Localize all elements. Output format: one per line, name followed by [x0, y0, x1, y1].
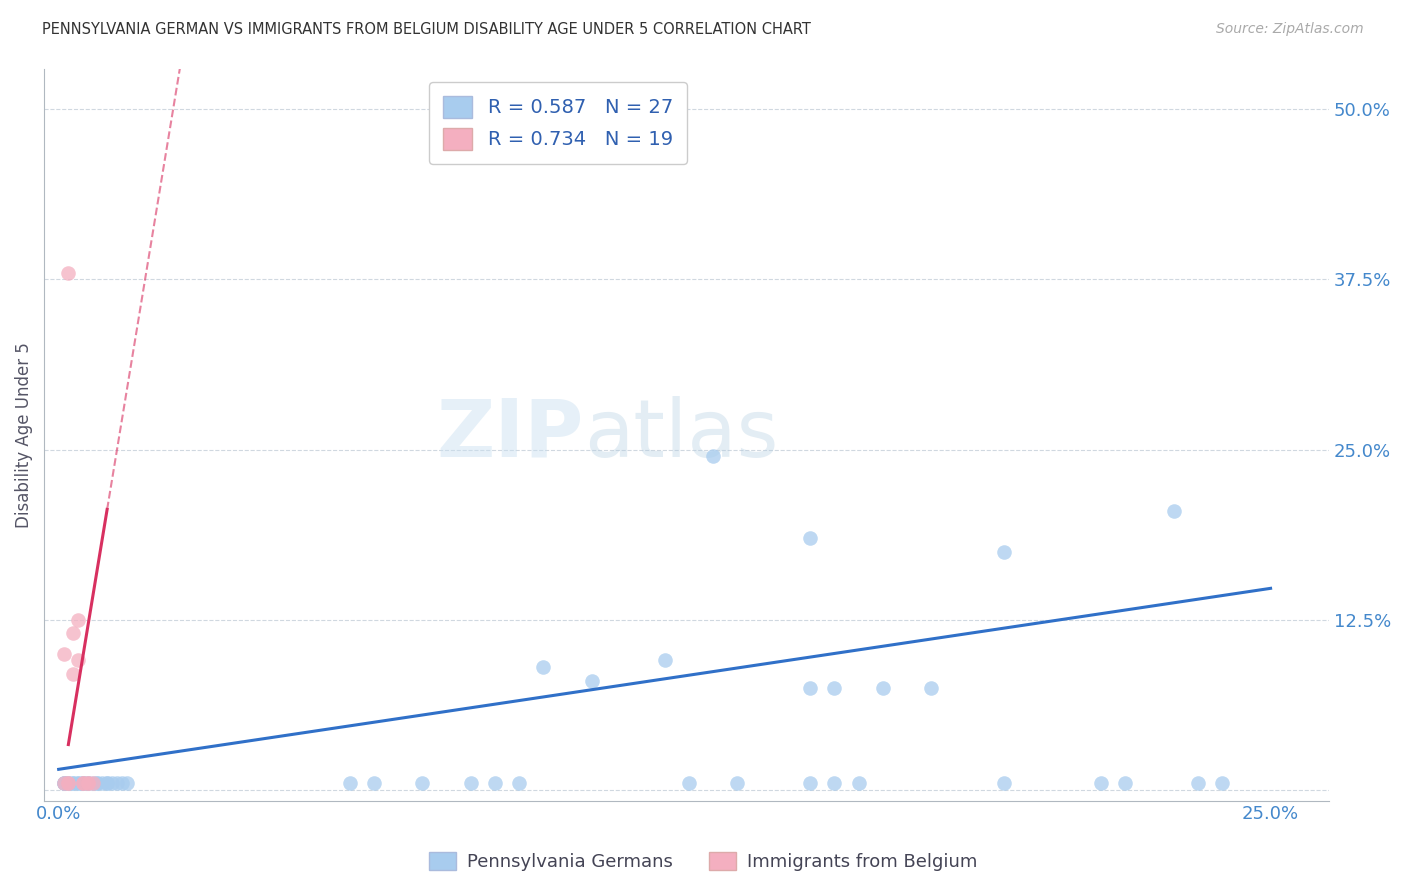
Point	[363, 776, 385, 790]
Point	[799, 681, 821, 695]
Point	[72, 776, 94, 790]
Point	[52, 647, 75, 661]
Point	[62, 626, 84, 640]
Point	[1114, 776, 1136, 790]
Point	[1163, 504, 1185, 518]
Point	[91, 776, 114, 790]
Point	[67, 613, 90, 627]
Point	[52, 776, 75, 790]
Point	[72, 776, 94, 790]
Point	[67, 776, 90, 790]
Point	[508, 776, 530, 790]
Point	[411, 776, 433, 790]
Point	[105, 776, 128, 790]
Point	[799, 776, 821, 790]
Point	[115, 776, 138, 790]
Point	[62, 776, 84, 790]
Point	[58, 266, 80, 280]
Point	[339, 776, 361, 790]
Point	[96, 776, 118, 790]
Point	[725, 776, 748, 790]
Point	[67, 653, 90, 667]
Point	[920, 681, 942, 695]
Point	[76, 776, 98, 790]
Point	[58, 776, 80, 790]
Legend: Pennsylvania Germans, Immigrants from Belgium: Pennsylvania Germans, Immigrants from Be…	[422, 845, 984, 879]
Point	[111, 776, 134, 790]
Point	[1090, 776, 1112, 790]
Point	[654, 653, 676, 667]
Point	[58, 776, 80, 790]
Point	[62, 776, 84, 790]
Text: ZIP: ZIP	[436, 395, 583, 474]
Point	[1211, 776, 1233, 790]
Point	[1187, 776, 1209, 790]
Point	[52, 776, 75, 790]
Point	[67, 776, 90, 790]
Point	[823, 776, 845, 790]
Point	[58, 776, 80, 790]
Point	[993, 776, 1015, 790]
Point	[86, 776, 108, 790]
Point	[86, 776, 108, 790]
Point	[96, 776, 118, 790]
Point	[678, 776, 700, 790]
Text: Source: ZipAtlas.com: Source: ZipAtlas.com	[1216, 22, 1364, 37]
Text: PENNSYLVANIA GERMAN VS IMMIGRANTS FROM BELGIUM DISABILITY AGE UNDER 5 CORRELATIO: PENNSYLVANIA GERMAN VS IMMIGRANTS FROM B…	[42, 22, 811, 37]
Point	[58, 776, 80, 790]
Point	[72, 776, 94, 790]
Point	[101, 776, 124, 790]
Point	[82, 776, 104, 790]
Point	[460, 776, 482, 790]
Point	[72, 776, 94, 790]
Point	[872, 681, 894, 695]
Point	[82, 776, 104, 790]
Point	[993, 544, 1015, 558]
Point	[823, 681, 845, 695]
Y-axis label: Disability Age Under 5: Disability Age Under 5	[15, 342, 32, 527]
Point	[76, 776, 98, 790]
Text: atlas: atlas	[583, 395, 778, 474]
Point	[62, 667, 84, 681]
Point	[76, 776, 98, 790]
Point	[52, 776, 75, 790]
Point	[533, 660, 555, 674]
Point	[702, 450, 724, 464]
Point	[52, 776, 75, 790]
Point	[848, 776, 870, 790]
Legend: R = 0.587   N = 27, R = 0.734   N = 19: R = 0.587 N = 27, R = 0.734 N = 19	[429, 82, 686, 164]
Point	[484, 776, 506, 790]
Point	[76, 776, 98, 790]
Point	[799, 531, 821, 545]
Point	[72, 776, 94, 790]
Point	[581, 673, 603, 688]
